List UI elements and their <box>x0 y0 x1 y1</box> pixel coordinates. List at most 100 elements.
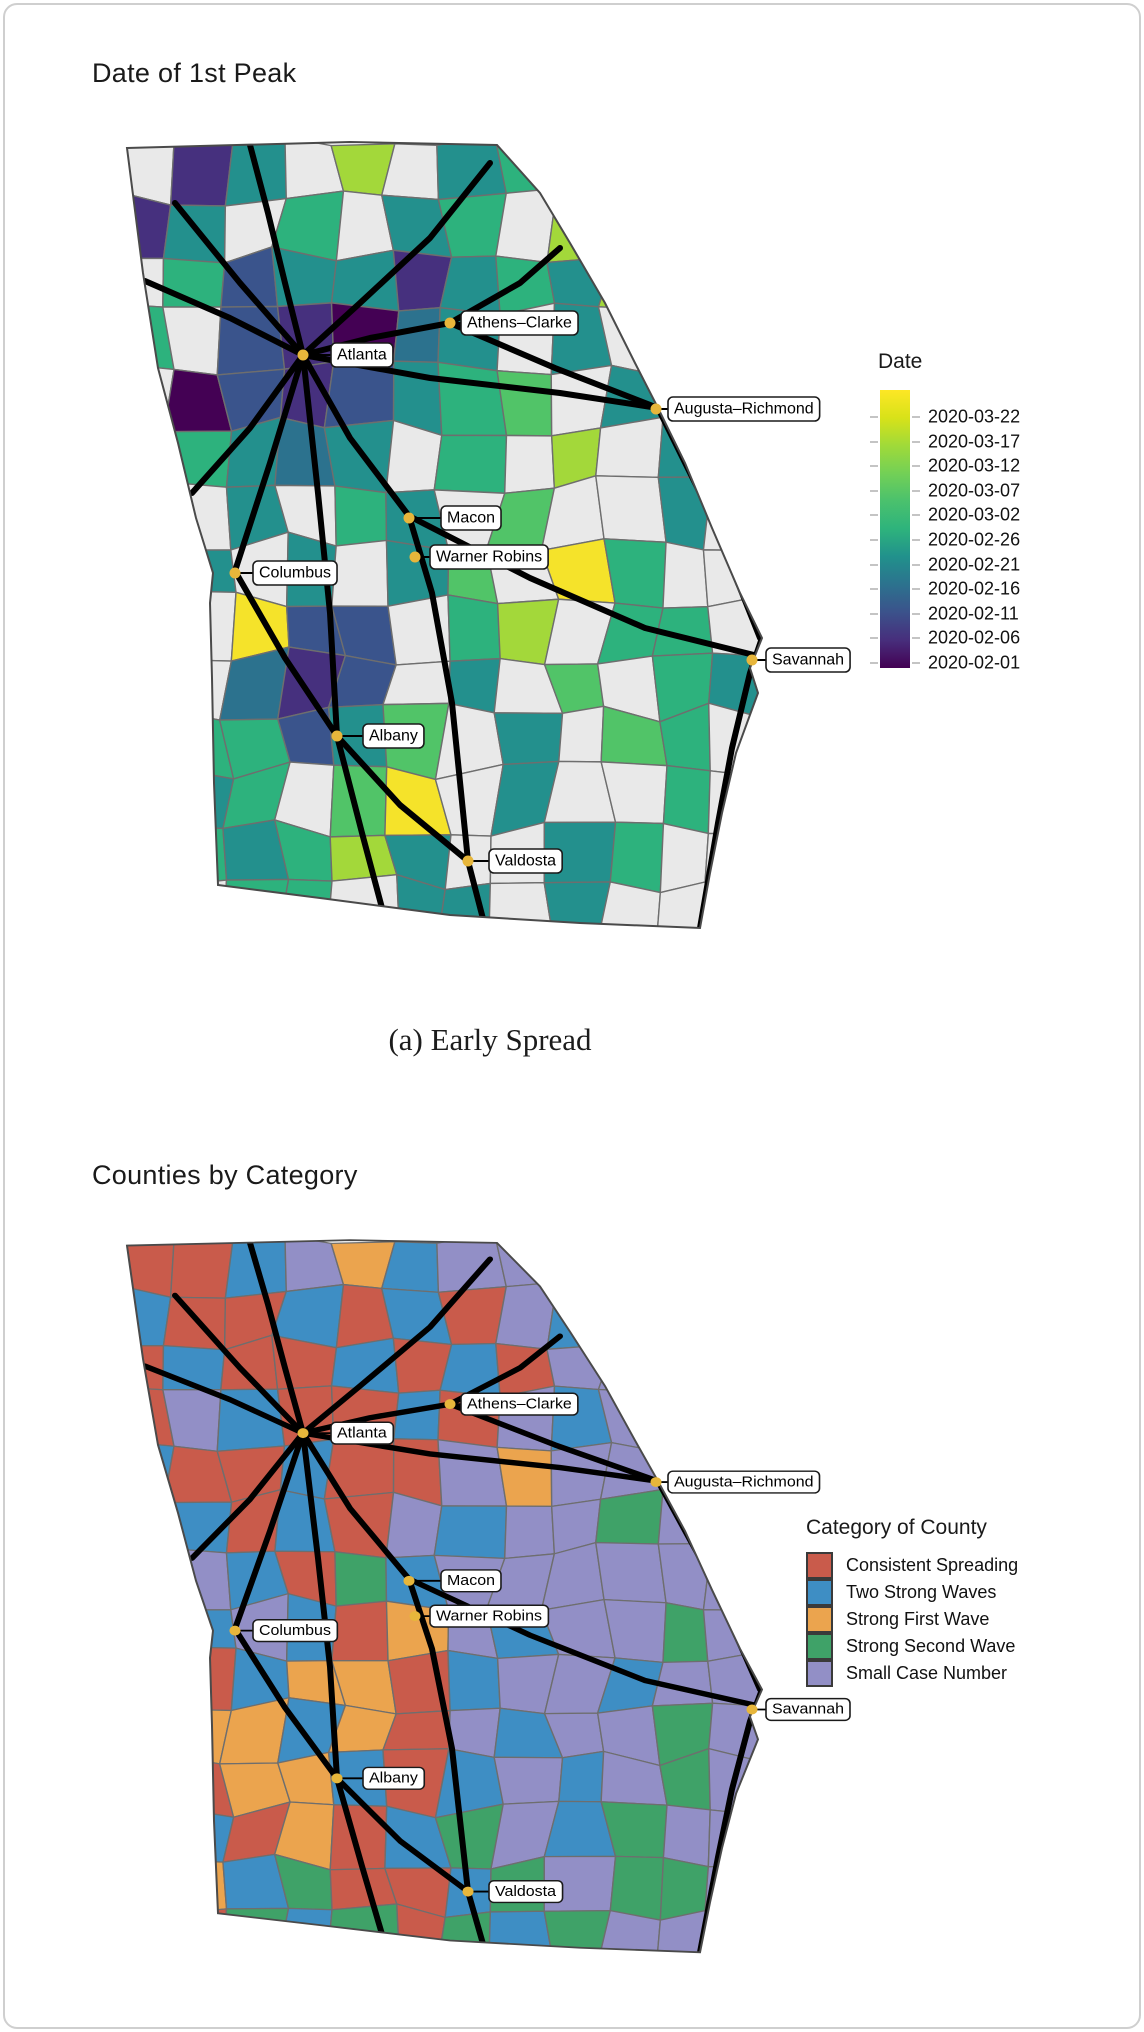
county-cell <box>556 1240 615 1297</box>
county-cell <box>326 873 401 928</box>
colorbar-tick-label: 2020-02-21 <box>928 554 1021 575</box>
legend-item: Small Case Number <box>806 1660 1106 1687</box>
colorbar-tick <box>870 662 878 664</box>
county-cell <box>504 1505 556 1560</box>
county-cell <box>493 1756 564 1805</box>
subfigure-caption: (a) Early Spread <box>388 1022 592 1057</box>
colorbar-tick <box>912 612 920 615</box>
legend-item-label: Strong First Wave <box>846 1609 990 1629</box>
city-dot <box>746 1704 758 1715</box>
city-label: Atlanta <box>337 1425 387 1441</box>
city-label-box <box>362 723 425 749</box>
city-label: Warner Robins <box>436 1608 542 1624</box>
city-callout: Valdosta <box>462 1879 564 1904</box>
county-cell <box>708 1389 762 1455</box>
city-label-box <box>460 310 579 336</box>
county-cell <box>164 879 228 928</box>
county-cell <box>127 363 175 433</box>
county-cell <box>708 307 762 379</box>
colorbar-tick-label: 2020-02-26 <box>928 529 1021 550</box>
road-line <box>247 1240 306 1436</box>
city-dot <box>462 855 474 867</box>
county-cell <box>331 1600 389 1662</box>
county-cell <box>127 707 177 780</box>
county-cell <box>597 1909 662 1953</box>
category-legend-title: Category of County <box>806 1516 987 1539</box>
county-cell <box>127 145 175 206</box>
county-cell <box>662 764 711 835</box>
city-callout: Macon <box>403 1569 502 1593</box>
city-callout: Macon <box>403 505 502 531</box>
state-outline <box>125 1239 764 1954</box>
city-callout: Savannah <box>746 1697 851 1722</box>
city-callout: Columbus <box>229 1619 339 1643</box>
road-line <box>300 352 385 911</box>
county-cell <box>594 142 655 204</box>
road-line <box>247 142 306 358</box>
city-label: Albany <box>369 728 418 745</box>
county-cell <box>164 1908 228 1953</box>
colorbar <box>880 390 910 668</box>
city-callout: Augusta–Richmond <box>650 1470 821 1494</box>
colorbar-tick <box>912 563 920 566</box>
county-cell <box>127 654 177 713</box>
road-line <box>447 1401 661 1484</box>
city-callout: Athens–Clarke <box>444 1392 579 1416</box>
colorbar-tick <box>870 440 878 443</box>
legend-item: Strong First Wave <box>806 1606 1106 1633</box>
county-cell <box>657 1542 713 1611</box>
city-label-box <box>252 560 338 586</box>
road-line <box>232 568 340 739</box>
city-label: Atlanta <box>337 347 387 364</box>
county-cell <box>496 1446 553 1508</box>
county-cell <box>704 1909 762 1953</box>
colorbar-tick-label: 2020-02-06 <box>928 627 1021 648</box>
county-cell <box>655 1909 720 1953</box>
county-cell <box>127 428 170 483</box>
county-cell <box>705 1295 762 1347</box>
county-cell <box>662 1602 709 1664</box>
road-line <box>189 352 306 496</box>
city-label-box <box>488 1879 564 1904</box>
county-cell <box>127 478 170 551</box>
county-cell <box>546 256 615 308</box>
city-dot <box>297 1428 309 1439</box>
colorbar-tick <box>912 637 920 640</box>
city-label: Valdosta <box>495 1884 557 1900</box>
county-cell <box>439 1342 501 1398</box>
legend-item-label: Consistent Spreading <box>846 1555 1019 1575</box>
legend-swatch <box>806 1633 833 1660</box>
county-cell <box>127 1646 176 1710</box>
road-line <box>300 160 493 358</box>
county-cell <box>655 881 720 928</box>
county-cell <box>594 1240 655 1297</box>
road-line <box>172 1292 306 1436</box>
city-dot <box>229 1625 241 1636</box>
city-callout: Savannah <box>746 647 851 673</box>
top-map: Atlanta Athens–Clarke Augusta–Richmond Maco… <box>125 140 851 930</box>
county-cell <box>708 251 762 313</box>
county-cell <box>169 1240 235 1299</box>
city-dot <box>331 1773 343 1784</box>
county-cell <box>708 1339 762 1395</box>
city-callout: Augusta–Richmond <box>650 396 821 422</box>
colorbar-tick <box>912 588 920 591</box>
colorbar-tick-label: 2020-03-02 <box>928 504 1021 525</box>
county-cell <box>334 1551 388 1607</box>
county-cell <box>127 1440 175 1504</box>
county-cell <box>652 1287 722 1349</box>
city-label: Athens–Clarke <box>467 315 572 332</box>
city-label-box <box>440 1569 502 1593</box>
colorbar-tick <box>912 539 920 541</box>
colorbar-tick-label: 2020-03-22 <box>928 406 1021 427</box>
county-cell <box>661 251 722 311</box>
city-dot <box>331 730 343 742</box>
county-cell <box>127 546 167 601</box>
county-cell <box>437 361 508 437</box>
county-cell <box>169 142 235 207</box>
road-line <box>232 352 306 574</box>
county-cell <box>127 1499 170 1550</box>
city-label: Athens–Clarke <box>467 1396 572 1412</box>
city-label-box <box>765 1697 851 1722</box>
city-label: Macon <box>447 1573 495 1589</box>
